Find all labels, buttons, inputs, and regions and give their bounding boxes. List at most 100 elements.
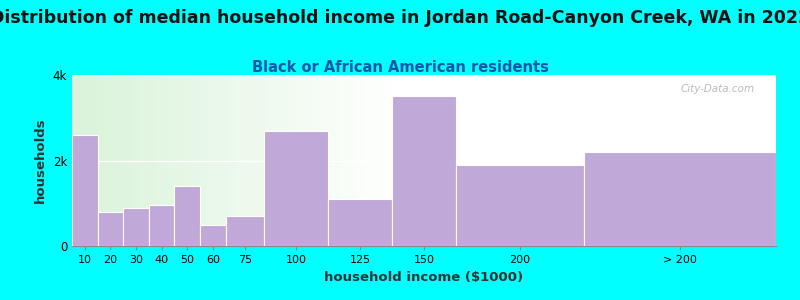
Bar xyxy=(492,75,494,246)
Bar xyxy=(266,75,269,246)
Bar xyxy=(764,75,766,246)
Bar xyxy=(333,75,335,246)
Bar xyxy=(407,75,410,246)
Bar xyxy=(377,75,379,246)
Bar xyxy=(658,75,661,246)
Bar xyxy=(255,75,258,246)
Bar xyxy=(713,75,715,246)
Bar xyxy=(351,75,354,246)
Bar xyxy=(628,75,630,246)
Bar xyxy=(642,75,645,246)
Bar xyxy=(227,75,230,246)
Bar xyxy=(748,75,750,246)
Bar xyxy=(600,75,602,246)
Bar xyxy=(485,75,487,246)
Bar xyxy=(544,75,546,246)
Bar xyxy=(513,75,515,246)
Bar xyxy=(114,75,117,246)
Bar xyxy=(253,75,255,246)
X-axis label: household income ($1000): household income ($1000) xyxy=(325,271,523,284)
Bar xyxy=(382,75,384,246)
Bar xyxy=(300,75,302,246)
Bar xyxy=(694,75,696,246)
Bar xyxy=(741,75,743,246)
Bar xyxy=(626,75,628,246)
Bar xyxy=(200,225,226,246)
Bar xyxy=(506,75,509,246)
Bar xyxy=(647,75,650,246)
Bar xyxy=(605,75,607,246)
Bar xyxy=(262,75,265,246)
Bar xyxy=(225,75,227,246)
Bar xyxy=(736,75,738,246)
Bar xyxy=(79,75,82,246)
Bar xyxy=(426,75,429,246)
Bar xyxy=(278,75,281,246)
Bar xyxy=(586,75,588,246)
Bar xyxy=(509,75,511,246)
Bar xyxy=(269,75,271,246)
Bar xyxy=(724,75,726,246)
Bar xyxy=(441,75,442,246)
Bar xyxy=(226,216,264,246)
Bar xyxy=(110,75,112,246)
Bar xyxy=(389,75,391,246)
Bar xyxy=(281,75,283,246)
Bar xyxy=(126,75,128,246)
Bar xyxy=(222,75,225,246)
Bar xyxy=(210,75,213,246)
Bar xyxy=(346,75,349,246)
Bar xyxy=(344,75,346,246)
Bar xyxy=(215,75,218,246)
Bar xyxy=(558,75,560,246)
Bar xyxy=(194,75,196,246)
Bar xyxy=(759,75,762,246)
Bar xyxy=(670,75,673,246)
Bar xyxy=(84,75,86,246)
Bar xyxy=(295,75,298,246)
Bar xyxy=(469,75,471,246)
Bar xyxy=(391,75,394,246)
Bar xyxy=(459,75,462,246)
Bar xyxy=(487,75,490,246)
Bar xyxy=(93,75,95,246)
Bar xyxy=(161,75,163,246)
Bar xyxy=(337,75,339,246)
Bar xyxy=(729,75,731,246)
Bar xyxy=(185,75,187,246)
Bar xyxy=(330,75,333,246)
Bar xyxy=(584,152,776,246)
Bar xyxy=(410,75,412,246)
Bar xyxy=(138,75,140,246)
Bar xyxy=(258,75,260,246)
Bar xyxy=(652,75,654,246)
Bar xyxy=(480,75,482,246)
Bar xyxy=(74,75,77,246)
Bar xyxy=(166,75,168,246)
Bar xyxy=(264,130,328,246)
Bar xyxy=(304,75,306,246)
Bar xyxy=(738,75,741,246)
Bar xyxy=(722,75,724,246)
Bar xyxy=(546,75,548,246)
Bar xyxy=(105,75,107,246)
Bar xyxy=(442,75,445,246)
Bar xyxy=(640,75,642,246)
Bar xyxy=(645,75,647,246)
Bar xyxy=(354,75,356,246)
Bar xyxy=(490,75,492,246)
Bar xyxy=(614,75,617,246)
Bar xyxy=(574,75,577,246)
Bar xyxy=(412,75,414,246)
Bar xyxy=(128,75,130,246)
Bar xyxy=(370,75,372,246)
Bar xyxy=(154,75,157,246)
Bar xyxy=(612,75,614,246)
Bar xyxy=(178,75,180,246)
Bar xyxy=(392,96,456,246)
Bar xyxy=(203,75,206,246)
Bar xyxy=(701,75,703,246)
Bar xyxy=(499,75,502,246)
Bar xyxy=(419,75,422,246)
Bar xyxy=(135,75,138,246)
